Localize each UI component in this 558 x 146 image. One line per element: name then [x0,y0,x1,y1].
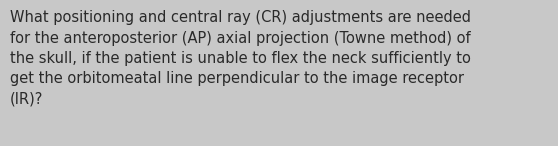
Text: What positioning and central ray (CR) adjustments are needed
for the anteroposte: What positioning and central ray (CR) ad… [10,10,471,107]
